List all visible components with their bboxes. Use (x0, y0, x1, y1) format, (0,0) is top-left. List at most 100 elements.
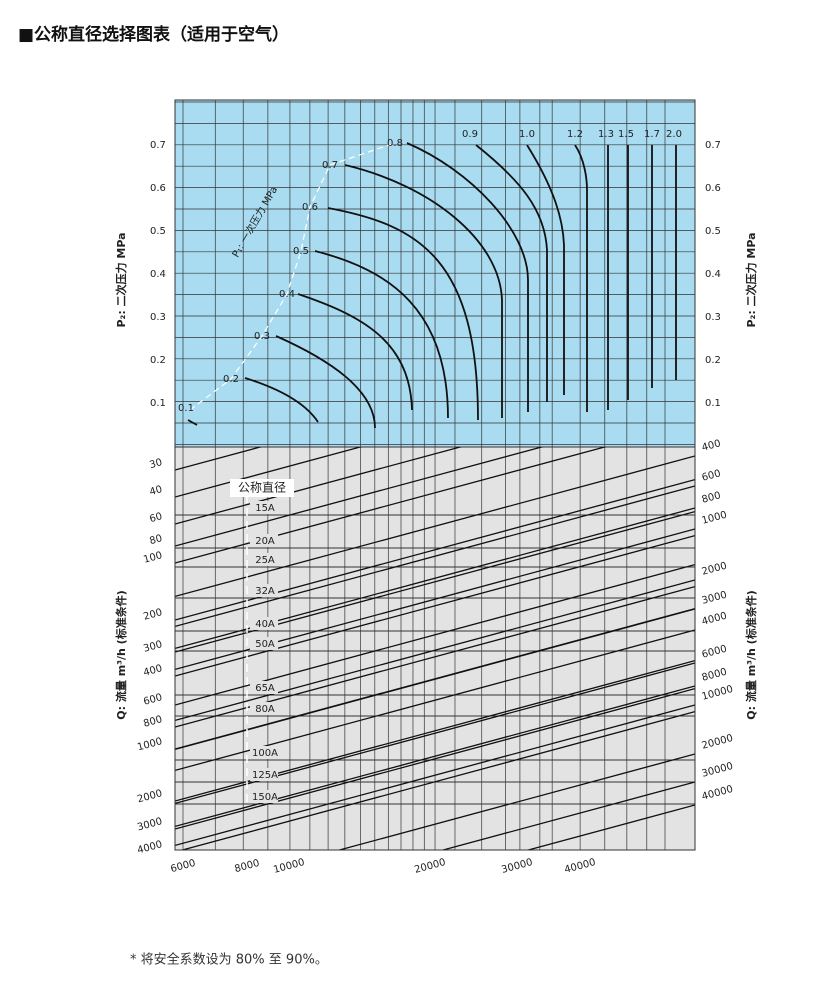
flow-line (336, 753, 695, 850)
p2-tick-label-right: 0.3 (705, 312, 721, 323)
q-tick-label-right: 40000 (701, 784, 735, 803)
q-tick-label-right: 2000 (701, 561, 728, 578)
pressure-curves (187, 142, 677, 429)
size-label: 20A (255, 536, 275, 547)
q-tick-label-right: 30000 (701, 761, 735, 780)
p1-curve-label: 0.7 (322, 160, 338, 171)
bottom-tick-label: 8000 (233, 858, 260, 875)
p2-axis-title: P₂: 二次压力 MPa (114, 232, 128, 327)
bottom-tick-label: 10000 (272, 857, 306, 876)
p2-tick-label: 0.7 (150, 140, 166, 151)
p2-tick-label-right: 0.7 (705, 140, 721, 151)
size-label-bg (250, 790, 278, 803)
flow-line (525, 804, 695, 850)
p1-curve-label: 0.5 (293, 246, 309, 257)
p2-tick-label: 0.1 (150, 398, 166, 409)
bottom-tick-label: 20000 (413, 857, 447, 876)
flow-line (175, 455, 695, 598)
p2-axis-title-right: P₂: 二次压力 MPa (744, 232, 758, 327)
size-label-bg (250, 702, 278, 715)
p1-curve (574, 144, 588, 412)
p1-curve-label: 0.4 (279, 289, 295, 300)
p2-tick-label: 0.5 (150, 226, 166, 237)
p2-tick-label-right: 0.4 (705, 269, 721, 280)
q-tick-label: 100 (142, 550, 163, 566)
q-tick-label-right: 4000 (701, 611, 728, 628)
flow-line (175, 704, 695, 847)
p2-tick-label: 0.6 (150, 183, 166, 194)
size-label-bg (250, 746, 278, 759)
size-label: 65A (255, 683, 275, 694)
flow-line (175, 534, 695, 677)
p1-curve (297, 293, 413, 411)
p1-curve-label: 0.8 (387, 138, 403, 149)
footnote: * 将安全系数设为 80% 至 90%。 (130, 952, 328, 968)
flow-line (175, 447, 463, 525)
q-tick-label-right: 10000 (701, 684, 735, 703)
q-tick-label-right: 6000 (701, 644, 728, 661)
p1-curve (275, 335, 376, 429)
q-axis-title-right: Q: 流量 m³/h (标准条件) (744, 590, 758, 719)
nd-title-bg (230, 479, 294, 497)
p1-curve-label: 0.1 (178, 403, 194, 414)
p1-curve-label: 0.2 (223, 374, 239, 385)
size-label-bg (250, 681, 278, 694)
p1-curve-label: 0.6 (302, 202, 318, 213)
flow-line (175, 687, 695, 830)
q-tick-label: 400 (142, 663, 163, 679)
flow-line (175, 447, 363, 498)
p2-tick-label-right: 0.2 (705, 355, 721, 366)
size-label: 32A (255, 586, 275, 597)
size-label-bg (250, 584, 278, 597)
flow-line (175, 447, 545, 547)
frame (174, 99, 696, 851)
flow-line (175, 579, 695, 722)
p2-tick-label-right: 0.1 (705, 398, 721, 409)
p1-curve-label: 2.0 (666, 129, 682, 140)
p1-curve (344, 164, 503, 418)
size-label-bg (250, 617, 278, 630)
p1-curve (406, 142, 529, 412)
p1-curve (327, 207, 479, 421)
p2-tick-label: 0.2 (150, 355, 166, 366)
bottom-tick-label: 30000 (500, 857, 534, 876)
q-tick-label-right: 1000 (701, 510, 728, 527)
q-tick-label: 800 (142, 714, 163, 730)
bottom-tick-label: 40000 (563, 857, 597, 876)
q-tick-label: 2000 (136, 788, 163, 805)
size-label: 15A (255, 503, 275, 514)
p2-tick-label-right: 0.6 (705, 183, 721, 194)
p1-curve-label: 1.5 (618, 129, 634, 140)
q-tick-label-right: 20000 (701, 733, 735, 752)
q-tick-label: 40 (148, 484, 163, 498)
q-tick-label: 60 (148, 511, 163, 525)
size-label-bg (250, 553, 278, 566)
q-tick-label-right: 8000 (701, 667, 728, 684)
q-tick-label: 30 (148, 457, 163, 471)
p1-curve-label: 1.3 (598, 129, 614, 140)
size-label: 100A (252, 748, 278, 759)
q-tick-label: 3000 (136, 816, 163, 833)
q-tick-label: 80 (148, 533, 163, 547)
q-tick-label: 1000 (136, 736, 163, 753)
flow-line (440, 781, 695, 850)
p1-curve (314, 250, 449, 419)
size-label-bg (250, 637, 278, 650)
title: ■公称直径选择图表（适用于空气） (18, 24, 289, 45)
size-label: 80A (255, 704, 275, 715)
q-tick-label-right: 800 (701, 490, 722, 506)
flow-line (179, 710, 695, 850)
p1-curve-label: 1.2 (567, 129, 583, 140)
p1-guide (189, 142, 396, 411)
q-tick-label-right: 600 (701, 468, 722, 484)
p1-curve (475, 144, 548, 402)
p1-curve-label: 1.7 (644, 129, 660, 140)
q-tick-label-right: 3000 (701, 590, 728, 607)
q-tick-label: 4000 (136, 839, 163, 856)
q-tick-label: 200 (142, 607, 163, 623)
p2-tick-label: 0.3 (150, 312, 166, 323)
q-tick-label: 300 (142, 639, 163, 655)
flow-line (175, 608, 695, 751)
size-label: 40A (255, 619, 275, 630)
